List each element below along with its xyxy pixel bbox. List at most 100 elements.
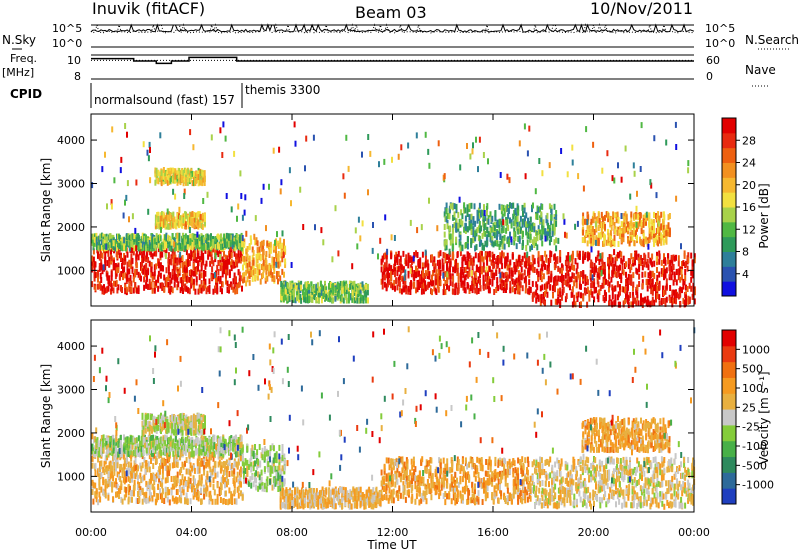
data-cell: [287, 288, 290, 294]
data-cell: [675, 298, 677, 305]
data-cell: [593, 229, 596, 235]
data-cell: [620, 221, 623, 228]
data-cell: [228, 287, 230, 294]
data-cell: [469, 153, 472, 160]
data-cell: [656, 259, 658, 266]
data-cell: [518, 140, 521, 147]
data-cell: [464, 228, 467, 234]
data-cell: [268, 247, 271, 254]
data-cell: [692, 285, 695, 292]
data-cell: [593, 278, 596, 285]
data-cell: [588, 233, 591, 240]
data-cell: [491, 260, 494, 266]
data-cell: [640, 293, 642, 300]
data-cell: [102, 243, 105, 250]
data-cell: [515, 277, 518, 284]
data-cell: [565, 293, 568, 300]
data-cell: [506, 252, 509, 259]
data-cell: [196, 171, 199, 178]
data-cell: [584, 236, 586, 243]
data-cell: [536, 213, 539, 220]
data-cell: [129, 477, 131, 484]
data-cell: [424, 285, 427, 292]
data-cell: [547, 222, 550, 229]
data-cell: [502, 272, 505, 279]
data-cell: [125, 487, 128, 493]
data-cell: [359, 283, 362, 290]
data-cell: [233, 150, 236, 157]
data-cell: [103, 239, 106, 246]
data-cell: [233, 237, 236, 244]
data-cell: [106, 274, 109, 281]
data-cell: [112, 475, 115, 482]
data-cell: [578, 301, 581, 308]
data-cell: [540, 276, 543, 283]
data-cell: [416, 252, 419, 258]
data-cell: [253, 233, 256, 240]
data-cell: [546, 291, 549, 298]
data-cell: [658, 236, 661, 243]
data-cell: [646, 285, 649, 292]
data-cell: [541, 170, 544, 177]
data-cell: [117, 267, 120, 273]
data-cell: [618, 233, 621, 240]
data-cell: [103, 284, 105, 291]
data-cell: [157, 216, 160, 222]
data-cell: [438, 259, 441, 266]
data-cell: [221, 271, 224, 278]
data-cell: [474, 252, 477, 259]
data-cell: [167, 271, 170, 278]
data-cell: [622, 269, 625, 276]
data-cell: [620, 176, 623, 183]
data-cell: [182, 169, 185, 176]
data-cell: [187, 258, 190, 265]
data-cell: [470, 241, 473, 248]
data-cell: [437, 251, 440, 258]
data-cell: [163, 218, 165, 225]
data-cell: [413, 281, 416, 288]
data-cell: [242, 255, 244, 262]
data-cell: [647, 243, 650, 250]
data-cell: [161, 245, 164, 251]
data-cell: [569, 276, 571, 283]
data-cell: [254, 239, 257, 246]
data-cell: [552, 285, 554, 292]
data-cell: [405, 260, 408, 267]
data-cell: [227, 234, 230, 241]
data-cell: [100, 460, 103, 467]
data-cell: [356, 297, 359, 304]
data-cell: [144, 268, 147, 275]
data-cell: [623, 221, 626, 228]
data-cell: [586, 279, 589, 286]
data-cell: [531, 244, 533, 250]
data-cell: [200, 284, 203, 290]
data-cell: [201, 180, 204, 187]
data-cell: [548, 227, 551, 234]
data-cell: [506, 264, 509, 271]
data-cell: [194, 266, 197, 273]
data-cell: [383, 158, 386, 165]
data-cell: [123, 471, 126, 478]
data-cell: [160, 170, 163, 177]
data-cell: [230, 240, 233, 247]
data-cell: [190, 277, 193, 284]
data-cell: [300, 297, 303, 304]
data-cell: [147, 269, 150, 276]
data-cell: [367, 134, 370, 140]
data-cell: [443, 231, 446, 238]
data-cell: [165, 177, 168, 183]
data-cell: [188, 260, 191, 267]
data-cell: [536, 205, 539, 212]
data-cell: [100, 245, 103, 252]
data-cell: [479, 250, 482, 257]
data-cell: [675, 144, 678, 150]
data-cell: [542, 298, 545, 305]
data-cell: [312, 134, 315, 141]
data-cell: [433, 256, 436, 263]
data-cell: [685, 284, 687, 291]
data-cell: [276, 271, 279, 278]
data-cell: [266, 275, 269, 282]
data-cell: [514, 268, 517, 275]
data-cell: [216, 277, 219, 284]
data-cell: [164, 240, 167, 247]
